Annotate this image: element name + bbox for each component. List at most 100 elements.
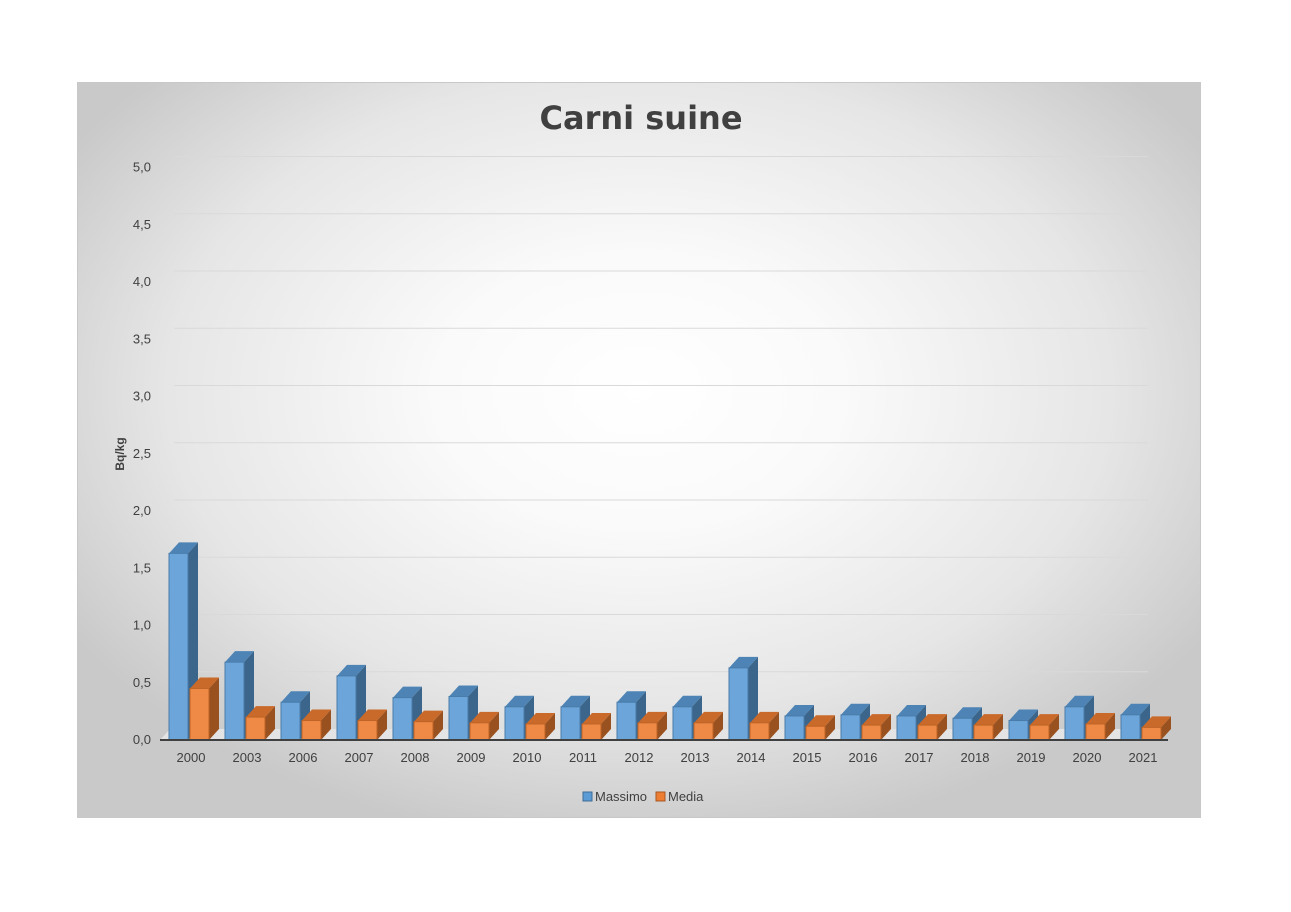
bar-media-2015 <box>805 715 835 741</box>
bar-front <box>560 706 581 741</box>
x-tick-label: 2008 <box>401 750 430 765</box>
bar-top <box>582 712 611 724</box>
x-tick-label: 2017 <box>905 750 934 765</box>
bar-front <box>672 706 693 741</box>
bar-front <box>336 675 357 741</box>
bar-front <box>973 724 994 741</box>
y-tick-label: 0,5 <box>133 675 151 690</box>
x-tick-label: 2007 <box>345 750 374 765</box>
x-tick-label: 2003 <box>233 750 262 765</box>
bar-media-2009 <box>469 711 499 741</box>
bar-top <box>918 714 947 726</box>
bar-media-2020 <box>1085 712 1115 741</box>
bar-top <box>526 712 555 724</box>
bar-top <box>393 686 422 698</box>
bar-top <box>750 711 779 723</box>
bar-media-2010 <box>525 712 555 741</box>
bar-front <box>1029 724 1050 741</box>
bar-top <box>1030 714 1059 726</box>
bar-front <box>840 714 861 741</box>
bar-front <box>448 695 469 741</box>
bar-front <box>784 715 805 741</box>
bar-top <box>358 709 387 721</box>
bar-top <box>673 695 702 707</box>
bar-media-2000 <box>189 677 219 741</box>
x-tick-label: 2006 <box>289 750 318 765</box>
bar-top <box>225 651 254 663</box>
bar-front <box>525 723 546 741</box>
bar-top <box>449 685 478 697</box>
bar-top <box>841 703 870 715</box>
x-tick-label: 2021 <box>1129 750 1158 765</box>
bar-media-2018 <box>973 714 1003 741</box>
chart-area: Carni suine Bq/kg 0,0 0,5 1,0 1,5 2,0 2,5 3,0 3… <box>77 82 1201 818</box>
bar-front <box>1085 723 1106 741</box>
bar-top <box>974 714 1003 726</box>
x-tick-label: 2010 <box>513 750 542 765</box>
bar-front <box>1141 726 1162 741</box>
bar-top <box>729 656 758 668</box>
legend-label: Media <box>668 789 704 804</box>
bar-side <box>601 712 611 740</box>
bar-front <box>357 720 378 741</box>
y-tick-label: 1,0 <box>133 618 151 633</box>
y-tick-label: 1,5 <box>133 560 151 575</box>
bar-top <box>414 710 443 722</box>
bar-media-2012 <box>637 711 667 741</box>
bar-side <box>937 714 947 740</box>
bar-media-2016 <box>861 714 891 741</box>
bar-side <box>769 711 779 740</box>
bar-front <box>245 716 266 741</box>
chart-title: Carni suine <box>539 99 742 137</box>
legend: Massimo Media <box>582 789 704 804</box>
bar-side <box>657 711 667 740</box>
bar-side <box>265 706 275 740</box>
legend-item-massimo: Massimo <box>582 789 647 804</box>
x-tick-label: 2018 <box>961 750 990 765</box>
x-tick-label: 2015 <box>793 750 822 765</box>
bar-top <box>1121 703 1150 715</box>
x-tick-label: 2000 <box>177 750 206 765</box>
legend-swatch <box>582 791 593 802</box>
bar-front <box>861 724 882 741</box>
bar-media-2006 <box>301 709 331 741</box>
legend-item-media: Media <box>655 789 704 804</box>
bar-front <box>1008 720 1029 741</box>
bar-front <box>224 661 245 741</box>
bar-side <box>545 712 555 740</box>
bar-top <box>505 695 534 707</box>
bar-front <box>168 552 189 741</box>
bar-top <box>281 691 310 703</box>
y-axis-label: Bq/kg <box>113 437 127 470</box>
x-tick-label: 2009 <box>457 750 486 765</box>
bar-top <box>246 706 275 718</box>
bar-top <box>617 691 646 703</box>
bar-top <box>169 542 198 554</box>
x-tick-label: 2020 <box>1073 750 1102 765</box>
bar-media-2003 <box>245 706 275 741</box>
bar-side <box>713 711 723 740</box>
y-tick-label: 2,5 <box>133 446 151 461</box>
bars <box>168 542 1171 741</box>
y-tick-label: 0,0 <box>133 732 151 747</box>
bar-side <box>1049 714 1059 740</box>
bar-side <box>1105 712 1115 740</box>
bar-front <box>749 722 770 741</box>
bar-top <box>302 709 331 721</box>
bar-media-2013 <box>693 711 723 741</box>
bar-side <box>825 715 835 740</box>
bar-front <box>413 721 434 741</box>
y-tick-label: 2,0 <box>133 503 151 518</box>
bar-side <box>433 710 443 740</box>
bar-side <box>489 711 499 740</box>
y-tick-label: 4,0 <box>133 274 151 289</box>
bar-top <box>190 677 219 689</box>
bar-top <box>470 711 499 723</box>
bar-front <box>392 697 413 741</box>
legend-label: Massimo <box>595 789 647 804</box>
bar-top <box>1065 695 1094 707</box>
bar-side <box>377 709 387 740</box>
bar-front <box>469 722 490 741</box>
bar-front <box>301 720 322 741</box>
bar-front <box>917 724 938 741</box>
